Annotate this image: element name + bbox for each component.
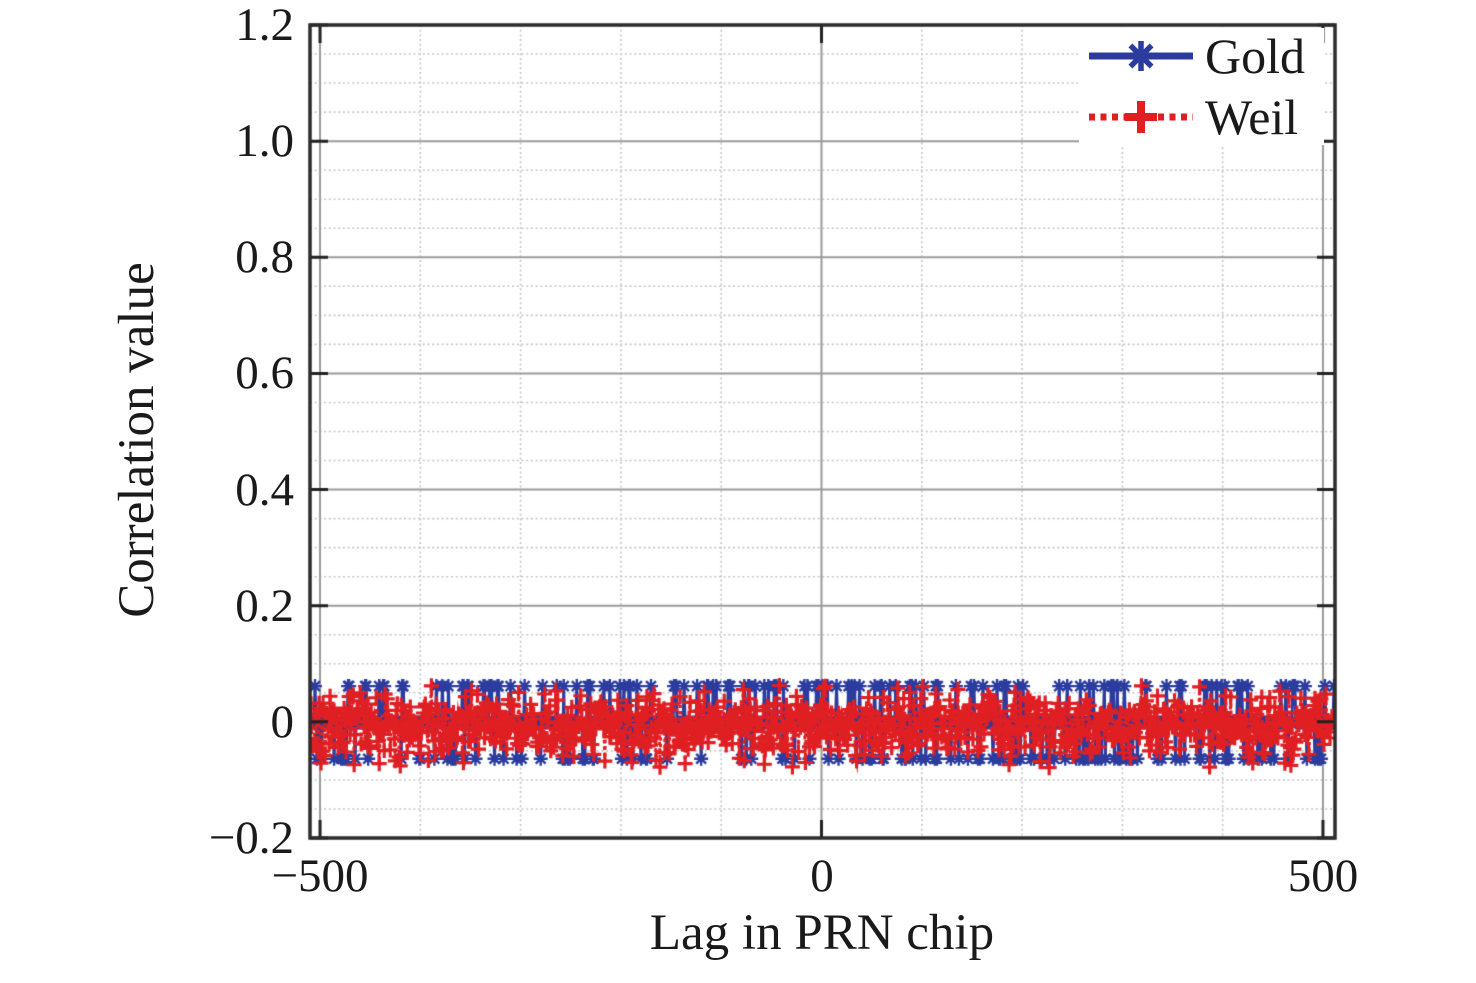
y-tick-label-0.8: 0.8 [235,231,294,283]
asterisk-marker-icon [1126,41,1156,71]
legend: Gold Weil [1079,28,1324,145]
legend-sample-gold [1089,41,1193,71]
x-axis-title: Lag in PRN chip [649,905,995,961]
y-tick-label-1.2: 1.2 [235,0,294,51]
legend-item-weil: Weil [1079,91,1324,143]
plus-marker-icon [1125,101,1157,133]
x-tick-label--500: −500 [271,850,369,902]
y-tick-label-0.6: 0.6 [235,347,294,399]
y-tick-label-0.4: 0.4 [235,464,294,516]
x-tick-label-500: 500 [1287,850,1359,902]
x-tick-label-0: 0 [810,850,834,902]
y-tick-label-0.2: 0.2 [235,580,294,632]
legend-label-gold: Gold [1205,28,1305,84]
y-axis-title: Correlation value [109,262,165,618]
legend-label-weil: Weil [1205,89,1299,145]
y-tick-label-0: 0 [270,696,295,748]
legend-item-gold: Gold [1079,30,1324,82]
y-tick-label--0.2: −0.2 [208,812,294,864]
legend-sample-weil [1089,101,1193,133]
y-tick-label-1.0: 1.0 [235,115,294,167]
